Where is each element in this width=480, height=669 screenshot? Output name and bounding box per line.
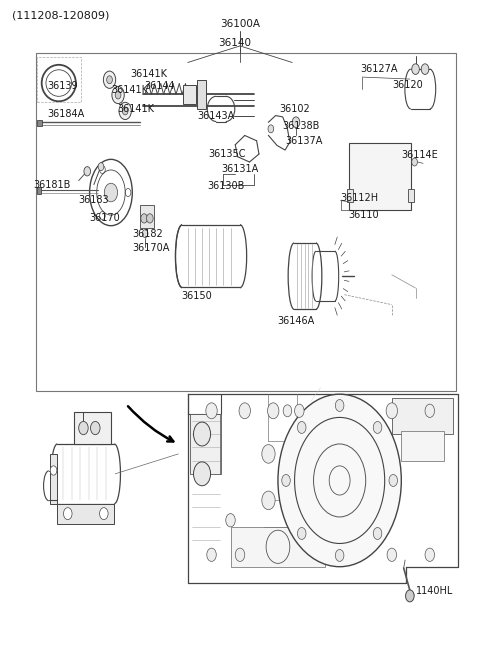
Circle shape xyxy=(373,527,382,539)
Circle shape xyxy=(295,404,304,417)
Text: 36141K: 36141K xyxy=(111,86,148,96)
Circle shape xyxy=(193,422,211,446)
Circle shape xyxy=(278,394,401,567)
Text: 36131A: 36131A xyxy=(221,164,258,174)
Text: 36130B: 36130B xyxy=(208,181,245,191)
Bar xyxy=(230,527,325,567)
Circle shape xyxy=(412,158,418,166)
Text: 36114E: 36114E xyxy=(401,151,438,161)
Circle shape xyxy=(91,421,100,435)
Circle shape xyxy=(235,548,245,561)
Circle shape xyxy=(226,514,235,527)
Circle shape xyxy=(104,183,118,202)
Bar xyxy=(183,85,196,104)
Text: 36137A: 36137A xyxy=(286,136,323,146)
Bar xyxy=(401,431,444,460)
Bar xyxy=(347,189,353,202)
Circle shape xyxy=(63,508,72,520)
Bar xyxy=(190,414,221,474)
Text: 36120: 36120 xyxy=(393,80,423,90)
Circle shape xyxy=(425,548,434,561)
Text: 36141K: 36141K xyxy=(118,104,155,114)
Circle shape xyxy=(206,403,217,419)
Text: 36110: 36110 xyxy=(348,210,379,220)
Circle shape xyxy=(262,445,275,463)
Circle shape xyxy=(122,107,128,115)
Circle shape xyxy=(386,403,397,419)
Bar xyxy=(57,504,114,524)
Text: 36102: 36102 xyxy=(279,104,310,114)
Circle shape xyxy=(262,491,275,510)
Circle shape xyxy=(115,91,121,99)
Text: 36183: 36183 xyxy=(79,195,109,205)
Text: 36139: 36139 xyxy=(47,82,78,92)
Circle shape xyxy=(99,508,108,520)
Circle shape xyxy=(107,76,112,84)
Circle shape xyxy=(84,167,91,176)
Polygon shape xyxy=(50,454,57,504)
Circle shape xyxy=(50,466,57,475)
Circle shape xyxy=(283,405,292,417)
Circle shape xyxy=(193,462,211,486)
Circle shape xyxy=(267,403,279,419)
Text: 36170A: 36170A xyxy=(132,244,169,254)
Text: 36170: 36170 xyxy=(90,213,120,223)
Bar xyxy=(36,53,456,391)
Circle shape xyxy=(389,474,397,486)
Circle shape xyxy=(268,125,274,133)
Circle shape xyxy=(425,404,434,417)
Text: 36100A: 36100A xyxy=(220,19,260,29)
Circle shape xyxy=(79,421,88,435)
Circle shape xyxy=(387,548,396,561)
Circle shape xyxy=(298,527,306,539)
Circle shape xyxy=(406,590,414,602)
Circle shape xyxy=(373,421,382,434)
Text: 36144: 36144 xyxy=(144,82,175,92)
Bar xyxy=(197,80,206,109)
Text: 36127A: 36127A xyxy=(360,64,398,74)
Text: 1140HL: 1140HL xyxy=(416,586,453,596)
Circle shape xyxy=(103,71,116,88)
Text: 36150: 36150 xyxy=(181,291,212,301)
Text: 36135C: 36135C xyxy=(209,149,246,159)
Circle shape xyxy=(336,399,344,411)
Text: 36112H: 36112H xyxy=(341,193,379,203)
Text: 36138B: 36138B xyxy=(283,121,320,131)
Text: 36184A: 36184A xyxy=(47,109,84,119)
Circle shape xyxy=(239,403,251,419)
Circle shape xyxy=(146,214,153,223)
Circle shape xyxy=(282,474,290,486)
Text: 36182: 36182 xyxy=(132,229,163,239)
Text: 36146A: 36146A xyxy=(277,316,314,326)
Bar xyxy=(74,412,111,444)
Circle shape xyxy=(336,549,344,561)
Circle shape xyxy=(292,117,300,128)
Circle shape xyxy=(421,64,429,74)
Circle shape xyxy=(119,102,132,120)
Circle shape xyxy=(412,64,420,74)
Circle shape xyxy=(141,214,147,223)
Text: (111208-120809): (111208-120809) xyxy=(12,11,109,21)
Bar xyxy=(37,57,81,102)
Circle shape xyxy=(298,421,306,434)
Circle shape xyxy=(112,86,124,104)
Bar xyxy=(408,189,414,202)
Text: 36143A: 36143A xyxy=(198,110,235,120)
Bar xyxy=(392,397,454,434)
Circle shape xyxy=(142,229,148,237)
Bar xyxy=(349,143,411,210)
Bar xyxy=(37,120,42,126)
Circle shape xyxy=(207,548,216,561)
Bar xyxy=(37,187,41,194)
Text: 36141K: 36141K xyxy=(130,69,167,79)
Bar xyxy=(140,205,154,228)
Text: 36140: 36140 xyxy=(218,37,251,47)
Circle shape xyxy=(98,163,104,171)
Text: 36181B: 36181B xyxy=(34,179,71,189)
